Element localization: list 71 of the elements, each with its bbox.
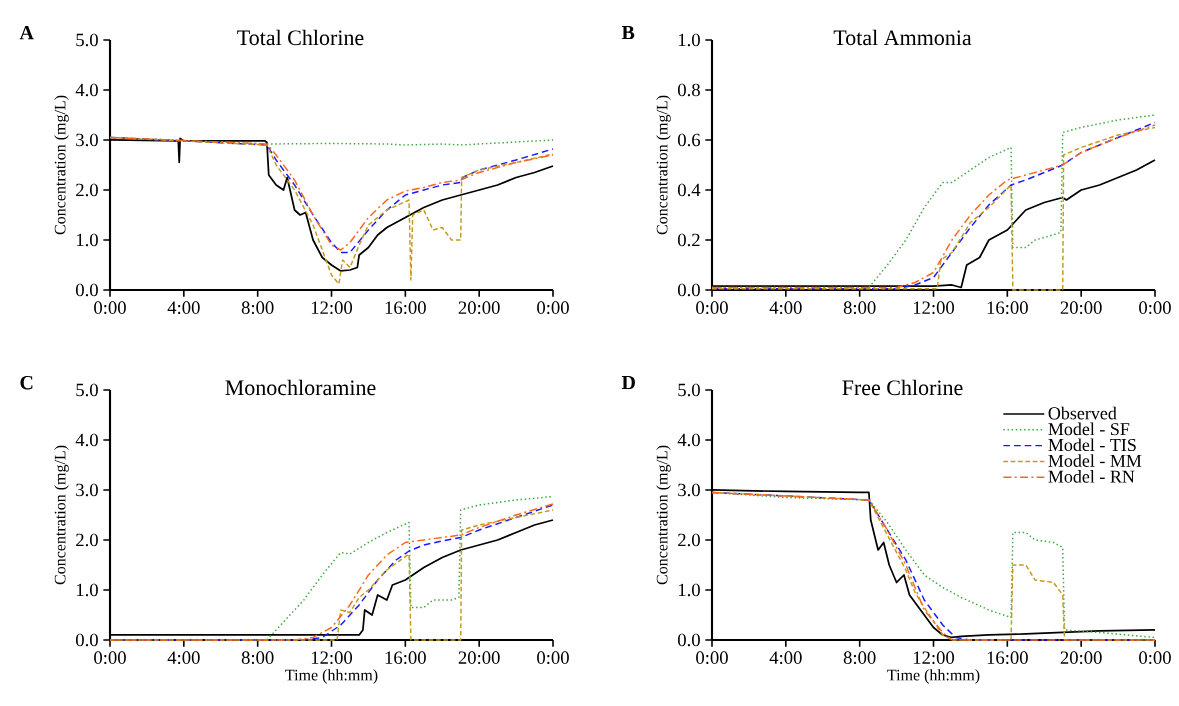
y-tick-label: 0.0 [76, 283, 98, 297]
x-tick-label: 0:00 [537, 651, 569, 665]
x-tick-label: 0:00 [696, 651, 728, 665]
x-tick-label: 12:00 [311, 301, 353, 315]
x-tick-label: 16:00 [987, 301, 1028, 315]
y-tick-label: 4.0 [75, 433, 98, 447]
x-tick-label: 16:00 [385, 651, 426, 665]
y-tick-label: 3.0 [76, 483, 98, 497]
y-tick-label: 3.0 [678, 483, 700, 497]
y-tick-label: 5.0 [678, 383, 700, 397]
y-tick-label: 1.0 [76, 583, 98, 597]
y-tick-label: 4.0 [677, 433, 700, 447]
y-tick-label: 1.0 [678, 583, 700, 597]
x-tick-label: 8:00 [241, 651, 274, 665]
legend-label: Model - SF [1048, 422, 1130, 436]
x-tick-label: 0:00 [1139, 651, 1171, 665]
legend-label: Model - RN [1048, 470, 1135, 483]
y-tick-label: 0.6 [678, 133, 701, 147]
x-tick-label: 20:00 [458, 651, 500, 665]
x-tick-label: 0:00 [537, 301, 569, 315]
x-tick-label: 12:00 [913, 651, 955, 665]
x-tick-label: 8:00 [843, 651, 876, 665]
chart-title: Free Chlorine [842, 379, 963, 396]
x-axis-title: Time (hh:mm) [887, 669, 980, 684]
y-tick-label: 0.0 [678, 633, 700, 647]
x-tick-label: 8:00 [843, 301, 876, 315]
y-tick-label: 0.2 [678, 233, 700, 247]
y-tick-label: 0.0 [76, 633, 98, 647]
x-tick-label: 0:00 [696, 301, 728, 315]
chart-title: Total Chlorine [237, 29, 364, 46]
x-tick-label: 4:00 [167, 651, 200, 665]
y-tick-label: 4.0 [75, 83, 98, 97]
x-tick-label: 12:00 [913, 301, 955, 315]
x-tick-label: 20:00 [458, 301, 500, 315]
legend-label: Model - MM [1048, 454, 1142, 467]
x-tick-label: 20:00 [1060, 651, 1102, 665]
text: B [621, 25, 635, 40]
y-tick-label: 2.0 [76, 183, 98, 197]
x-tick-label: 0:00 [94, 651, 126, 665]
chart-title: Total Ammonia [833, 29, 972, 46]
x-axis-title: Time (hh:mm) [285, 669, 378, 684]
x-tick-label: 0:00 [1139, 301, 1171, 315]
text: D [621, 375, 635, 390]
y-tick-label: 0.4 [678, 183, 701, 197]
x-tick-label: 4:00 [167, 301, 200, 315]
y-tick-label: 0.8 [678, 83, 700, 97]
x-tick-label: 16:00 [987, 651, 1028, 665]
x-tick-label: 4:00 [769, 301, 802, 315]
x-tick-label: 0:00 [94, 301, 126, 315]
y-tick-label: 3.0 [76, 133, 98, 147]
y-axis-title: Concentration (mg/L) [656, 95, 671, 235]
legend-label: Observed [1048, 406, 1117, 420]
x-tick-label: 12:00 [311, 651, 353, 665]
y-tick-label: 5.0 [76, 33, 98, 47]
chart-title: Monochloramine [225, 379, 376, 396]
x-tick-label: 16:00 [385, 301, 426, 315]
x-tick-label: 20:00 [1060, 301, 1102, 315]
y-axis-title: Concentration (mg/L) [54, 95, 69, 235]
legend-label: Model - TIS [1048, 438, 1136, 452]
y-axis-title: Concentration (mg/L) [54, 445, 69, 585]
text: C [20, 375, 33, 390]
y-tick-label: 0.0 [678, 283, 700, 297]
x-tick-label: 4:00 [769, 651, 802, 665]
y-tick-label: 1.0 [678, 33, 700, 47]
y-tick-label: 1.0 [76, 233, 98, 247]
y-axis-title: Concentration (mg/L) [656, 445, 671, 585]
y-tick-label: 2.0 [76, 533, 98, 547]
y-tick-label: 5.0 [76, 383, 98, 397]
text: A [19, 25, 34, 40]
x-tick-label: 8:00 [241, 301, 274, 315]
y-tick-label: 2.0 [678, 533, 700, 547]
